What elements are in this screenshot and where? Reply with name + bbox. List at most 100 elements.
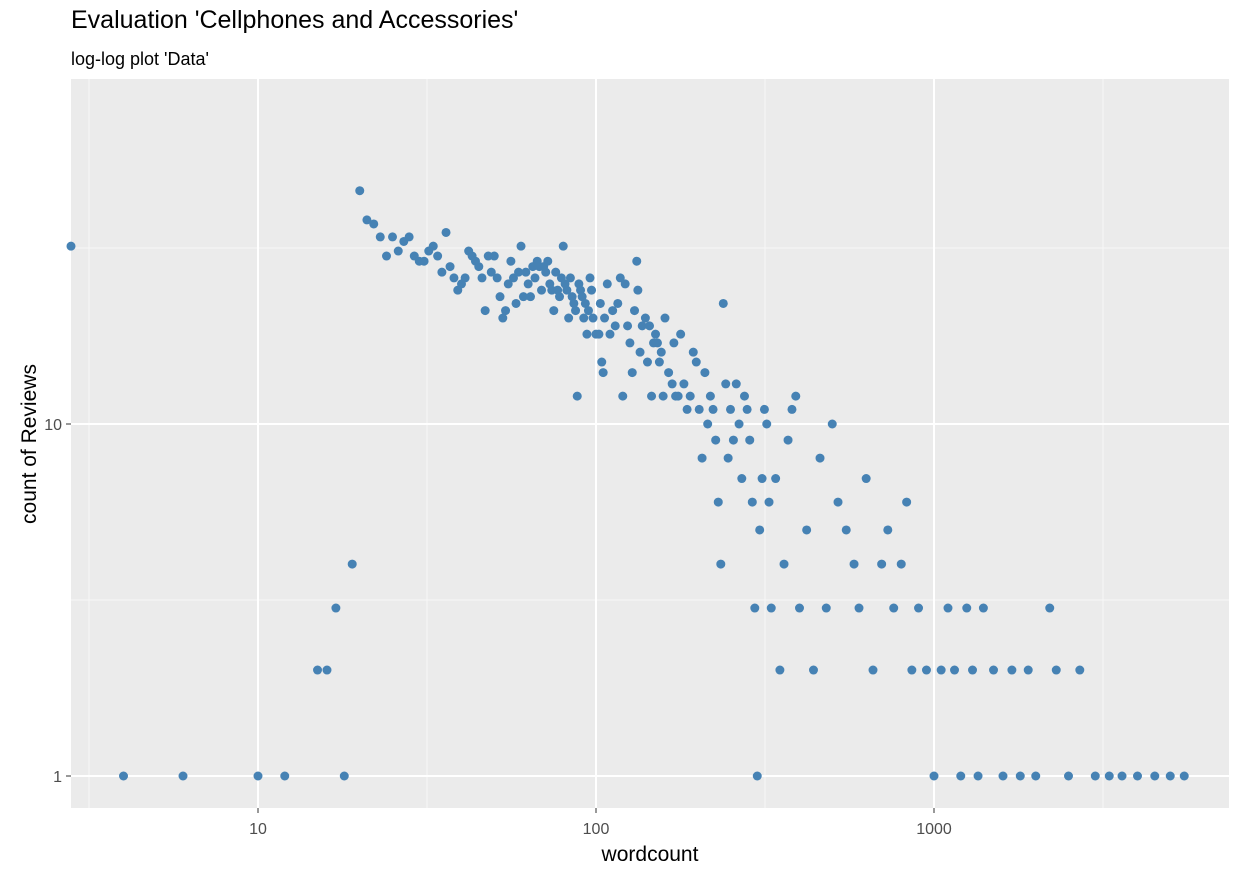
data-point	[571, 306, 581, 316]
data-point	[640, 313, 650, 323]
data-point	[652, 338, 662, 348]
data-point	[565, 273, 575, 283]
data-point	[779, 559, 789, 569]
data-point	[787, 404, 797, 414]
data-point	[713, 497, 723, 507]
data-point	[1104, 771, 1114, 781]
data-point	[694, 404, 704, 414]
data-point	[1045, 603, 1055, 613]
chart-subtitle: log-log plot 'Data'	[71, 49, 209, 69]
data-point	[516, 241, 526, 251]
data-point	[973, 771, 983, 781]
data-point	[625, 338, 635, 348]
data-point	[1007, 665, 1017, 675]
data-point	[775, 665, 785, 675]
data-point	[382, 251, 392, 261]
data-point	[569, 298, 579, 308]
data-point	[501, 306, 511, 316]
data-point	[562, 285, 572, 295]
data-point	[660, 313, 670, 323]
data-point	[1031, 771, 1041, 781]
data-point	[594, 329, 604, 339]
x-tick-label: 10	[249, 821, 267, 838]
data-point	[404, 232, 414, 242]
data-point	[419, 256, 429, 266]
data-point	[322, 665, 332, 675]
data-point	[794, 603, 804, 613]
data-point	[489, 251, 499, 261]
data-point	[600, 313, 610, 323]
data-point	[1150, 771, 1160, 781]
data-point	[477, 273, 487, 283]
data-point	[1051, 665, 1061, 675]
data-point	[595, 298, 605, 308]
data-point	[936, 665, 946, 675]
data-point	[968, 665, 978, 675]
data-point	[615, 273, 625, 283]
data-point	[771, 474, 781, 484]
data-point	[821, 603, 831, 613]
data-point	[558, 241, 568, 251]
data-point	[802, 525, 812, 535]
data-point	[833, 497, 843, 507]
data-point	[1090, 771, 1100, 781]
data-point	[602, 279, 612, 289]
data-point	[726, 404, 736, 414]
data-point	[433, 251, 443, 261]
data-point	[331, 603, 341, 613]
data-point	[673, 391, 683, 401]
data-point	[688, 347, 698, 357]
data-point	[762, 419, 772, 429]
data-point	[620, 279, 630, 289]
data-point	[587, 285, 597, 295]
data-point	[764, 497, 774, 507]
data-point	[705, 391, 715, 401]
data-point	[633, 285, 643, 295]
data-point	[664, 368, 674, 378]
data-point	[608, 306, 618, 316]
data-point	[669, 338, 679, 348]
data-point	[978, 603, 988, 613]
data-point	[579, 313, 589, 323]
data-point	[253, 771, 263, 781]
data-point	[498, 313, 508, 323]
data-point	[480, 306, 490, 316]
data-point	[750, 603, 760, 613]
data-point	[506, 256, 516, 266]
data-point	[627, 368, 637, 378]
data-point	[734, 419, 744, 429]
data-point	[950, 665, 960, 675]
data-point	[682, 404, 692, 414]
data-point	[508, 273, 518, 283]
data-point	[907, 665, 917, 675]
y-axis-label: count of Reviews	[18, 364, 41, 524]
data-point	[711, 435, 721, 445]
y-tick-label: 10	[44, 417, 62, 434]
data-point	[597, 357, 607, 367]
data-point	[582, 329, 592, 339]
data-point	[1165, 771, 1175, 781]
data-point	[723, 453, 733, 463]
data-point	[428, 241, 438, 251]
data-point	[635, 347, 645, 357]
data-point	[737, 474, 747, 484]
data-point	[441, 227, 451, 237]
data-points	[66, 186, 1189, 781]
data-point	[567, 292, 577, 302]
data-point	[486, 267, 496, 277]
data-point	[739, 391, 749, 401]
data-point	[654, 357, 664, 367]
data-point	[651, 329, 661, 339]
data-point	[66, 241, 76, 251]
data-point	[783, 435, 793, 445]
data-point	[474, 262, 484, 272]
data-point	[642, 357, 652, 367]
data-point	[766, 603, 776, 613]
data-point	[708, 404, 718, 414]
data-point	[1132, 771, 1142, 781]
data-point	[691, 357, 701, 367]
plot-panel	[71, 79, 1229, 808]
data-point	[841, 525, 851, 535]
data-point	[530, 273, 540, 283]
data-point	[667, 379, 677, 389]
